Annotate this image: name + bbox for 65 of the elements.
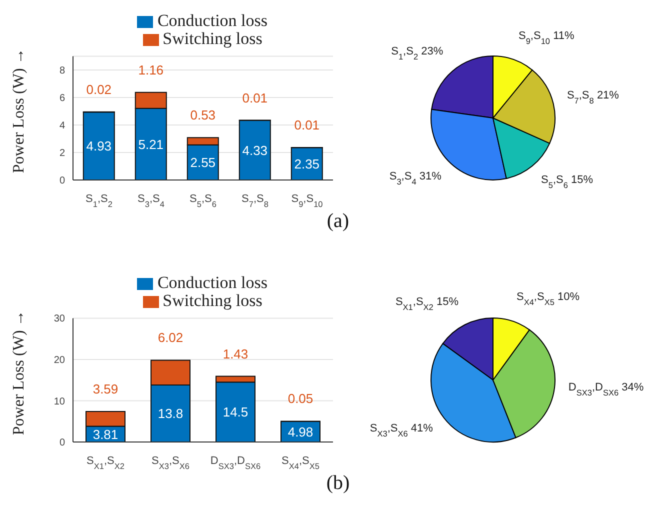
legend-label: Conduction loss: [157, 11, 268, 30]
data-label: 21%: [594, 90, 620, 102]
legend-label: Conduction loss: [157, 273, 268, 292]
y-axis-title: Power Loss (W) →: [10, 310, 28, 436]
slice-label: S$_{5}$,S$_{6}$: [541, 174, 568, 190]
y-tick-label: 20: [54, 355, 66, 366]
y-axis-title: Power Loss (W) →: [10, 48, 28, 174]
data-label: 4.93: [86, 138, 112, 154]
data-label: 34%: [618, 382, 644, 394]
x-tick-label: D$_{SX3}$,D$_{SX6}$: [210, 455, 261, 470]
slice-label: S$_{3}$,S$_{4}$: [389, 170, 417, 186]
slice-label: S$_{X3}$,S$_{X6}$: [370, 422, 408, 438]
data-label: 10%: [554, 291, 580, 304]
data-label: 23%: [418, 46, 444, 58]
y-tick-label: 4: [59, 120, 66, 132]
slice-label: S$_{X1}$,S$_{X2}$: [395, 296, 434, 312]
slice-label: S$_{7}$,S$_{8}$: [566, 90, 594, 106]
y-tick-label: 6: [59, 93, 66, 104]
data-label: 0.01: [242, 90, 268, 106]
data-label: 2.35: [294, 156, 320, 172]
y-tick-label: 8: [59, 65, 66, 76]
x-tick-label: S$_{X4}$,S$_{X5}$: [282, 455, 320, 470]
legend-label: Switching loss: [162, 291, 262, 310]
y-tick-label: 2: [59, 148, 66, 160]
data-label: 3.59: [92, 381, 118, 396]
data-label: 6.02: [158, 330, 184, 346]
y-tick-label: 30: [54, 314, 66, 325]
y-tick-label: 0: [59, 438, 66, 449]
slice-label: S$_{9}$,S$_{10}$: [518, 30, 550, 46]
x-tick-label: S$_{1}$,S$_{2}$: [86, 193, 113, 208]
data-label: 13.8: [158, 406, 184, 422]
bar: [82, 112, 115, 180]
text: (b): [325, 472, 351, 495]
data-label: 41%: [408, 422, 434, 434]
data-label: 0.02: [86, 82, 112, 97]
data-label: 11%: [550, 30, 575, 42]
slice-label: S$_{X4}$,S$_{X5}$: [516, 291, 555, 307]
y-tick-label: 0: [59, 176, 66, 187]
text: (a): [326, 210, 350, 233]
x-tick-label: S$_{5}$,S$_{6}$: [190, 193, 217, 208]
data-label: 15%: [433, 296, 459, 308]
data-label: 14.5: [222, 404, 248, 420]
y-tick-label: 10: [54, 396, 66, 408]
bar: [238, 120, 271, 180]
data-label: 15%: [568, 174, 594, 186]
x-tick-label: S$_{X1}$,S$_{X2}$: [86, 455, 125, 470]
x-tick-label: S$_{3}$,S$_{4}$: [138, 193, 165, 208]
data-label: 0.05: [288, 391, 314, 406]
data-label: 1.43: [222, 346, 248, 362]
x-tick-label: S$_{X3}$,S$_{X6}$: [152, 455, 190, 470]
slice-label: D$_{SX3}$,D$_{SX6}$: [568, 382, 619, 398]
x-tick-label: S$_{9}$,S$_{10}$: [291, 193, 324, 208]
data-label: 3.81: [92, 426, 118, 442]
bar: [290, 147, 323, 180]
data-label: 4.33: [242, 142, 268, 158]
data-label: 0.01: [294, 118, 320, 133]
data-label: 2.55: [190, 155, 216, 170]
data-label: 31%: [416, 170, 442, 183]
x-tick-label: S$_{7}$,S$_{8}$: [242, 193, 269, 208]
data-label: 1.16: [138, 62, 164, 78]
legend-label: Switching loss: [162, 29, 262, 48]
data-label: 0.53: [190, 108, 216, 123]
data-label: 4.98: [288, 424, 314, 440]
data-label: 5.21: [138, 136, 164, 152]
slice-label: S$_{1}$,S$_{2}$: [391, 46, 418, 62]
